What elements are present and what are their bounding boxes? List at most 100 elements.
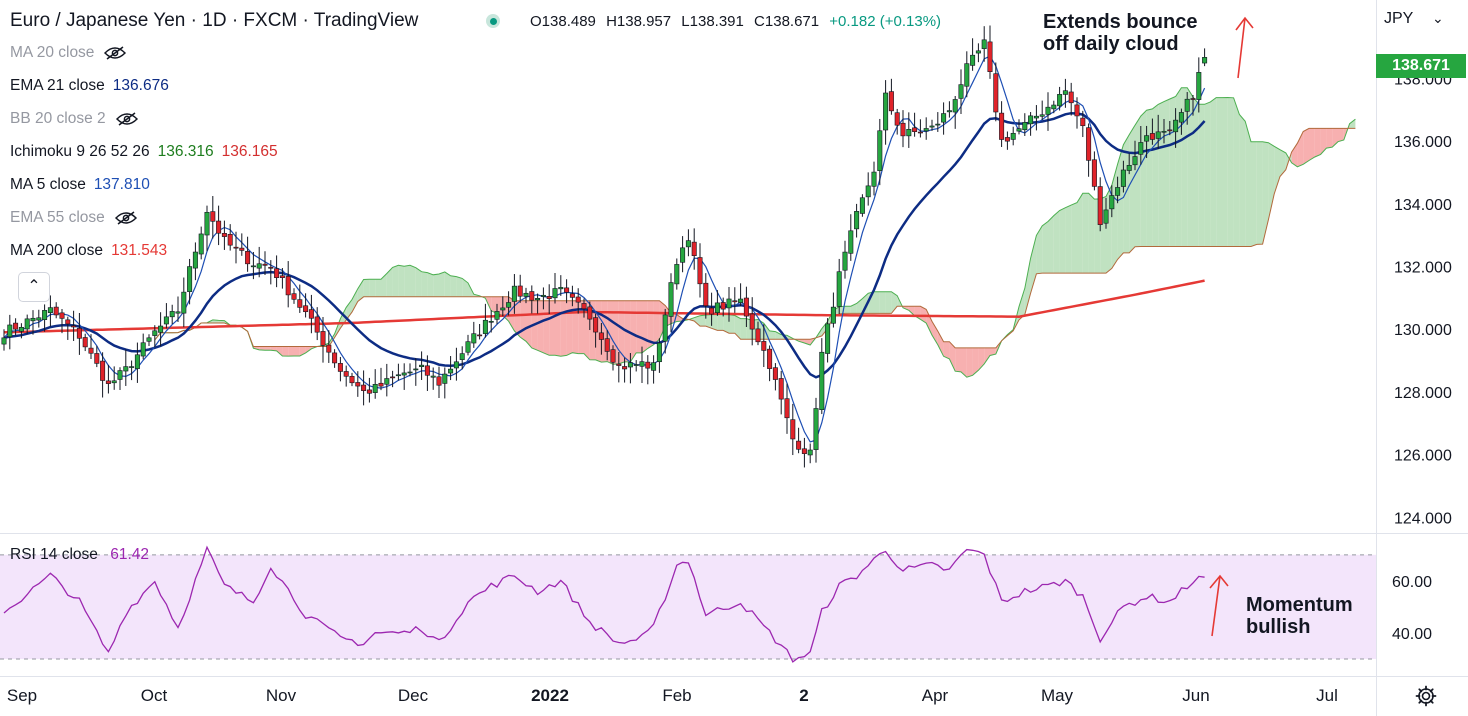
candle-body[interactable] <box>349 376 355 384</box>
candle-body[interactable] <box>59 312 65 319</box>
candle-body[interactable] <box>36 317 42 321</box>
candle-body[interactable] <box>204 211 210 236</box>
candle-body[interactable] <box>1109 195 1115 210</box>
candle-body[interactable] <box>198 233 204 255</box>
candle-body[interactable] <box>546 296 552 299</box>
candle-body[interactable] <box>279 275 285 278</box>
candle-body[interactable] <box>297 299 303 308</box>
candle-body[interactable] <box>430 375 436 378</box>
candle-body[interactable] <box>535 298 541 301</box>
candle-body[interactable] <box>772 367 778 380</box>
candle-body[interactable] <box>1167 129 1173 132</box>
candle-body[interactable] <box>239 247 245 251</box>
candle-body[interactable] <box>836 271 842 307</box>
candle-body[interactable] <box>65 319 71 325</box>
candle-body[interactable] <box>1068 91 1074 104</box>
candle-body[interactable] <box>123 366 129 372</box>
candle-body[interactable] <box>1010 132 1016 140</box>
candle-body[interactable] <box>30 317 36 322</box>
candle-body[interactable] <box>76 328 82 339</box>
candle-body[interactable] <box>958 84 964 99</box>
indicator-legend-item[interactable]: BB 20 close 2 <box>10 110 138 128</box>
candle-body[interactable] <box>529 291 535 301</box>
candle-body[interactable] <box>941 113 947 123</box>
candle-body[interactable] <box>169 311 175 318</box>
candle-body[interactable] <box>100 360 106 381</box>
candle-body[interactable] <box>1057 94 1063 107</box>
candle-body[interactable] <box>587 306 593 320</box>
candle-body[interactable] <box>453 361 459 369</box>
candle-body[interactable] <box>152 330 158 336</box>
candle-body[interactable] <box>1144 135 1150 142</box>
candle-body[interactable] <box>726 298 732 309</box>
candle-body[interactable] <box>1202 57 1208 64</box>
candle-body[interactable] <box>552 288 558 299</box>
candle-body[interactable] <box>651 362 657 371</box>
candle-body[interactable] <box>564 287 570 293</box>
candle-body[interactable] <box>459 353 465 360</box>
candle-body[interactable] <box>1080 117 1086 127</box>
candle-body[interactable] <box>1051 104 1057 110</box>
candle-body[interactable] <box>842 251 848 271</box>
indicator-legend-item[interactable]: MA 200 close 131.543 <box>10 242 167 260</box>
candle-body[interactable] <box>24 318 30 330</box>
candle-body[interactable] <box>854 211 860 230</box>
candle-body[interactable] <box>13 322 19 330</box>
indicator-legend-item[interactable]: EMA 21 close 136.676 <box>10 77 169 95</box>
candle-body[interactable] <box>569 293 575 298</box>
candle-body[interactable] <box>1033 115 1039 119</box>
candle-body[interactable] <box>633 364 639 366</box>
indicator-legend-item[interactable]: MA 20 close <box>10 44 127 62</box>
candle-body[interactable] <box>111 380 117 384</box>
candle-body[interactable] <box>859 197 865 214</box>
candle-body[interactable] <box>1149 133 1155 140</box>
candle-body[interactable] <box>709 307 715 315</box>
candle-body[interactable] <box>1039 114 1045 117</box>
candle-body[interactable] <box>720 302 726 310</box>
candle-body[interactable] <box>662 314 668 342</box>
candle-body[interactable] <box>1155 131 1161 139</box>
candle-body[interactable] <box>877 130 883 171</box>
candle-body[interactable] <box>256 263 262 269</box>
candle-body[interactable] <box>749 313 755 330</box>
candle-body[interactable] <box>1190 98 1196 100</box>
candle-body[interactable] <box>337 363 343 372</box>
candle-body[interactable] <box>865 185 871 198</box>
candle-body[interactable] <box>680 247 686 263</box>
candle-body[interactable] <box>18 326 24 332</box>
chevron-down-icon[interactable]: ⌄ <box>1432 10 1444 26</box>
candle-body[interactable] <box>436 376 442 386</box>
candle-body[interactable] <box>1097 186 1103 225</box>
candle-body[interactable] <box>900 122 906 137</box>
candle-body[interactable] <box>494 311 500 320</box>
candle-body[interactable] <box>1086 127 1092 161</box>
indicator-legend-item[interactable]: EMA 55 close <box>10 209 137 227</box>
candle-body[interactable] <box>593 317 599 333</box>
candle-body[interactable] <box>1178 112 1184 123</box>
candle-body[interactable] <box>778 378 784 400</box>
candle-body[interactable] <box>401 372 407 376</box>
candle-body[interactable] <box>1062 90 1068 95</box>
candle-body[interactable] <box>801 448 807 454</box>
candle-body[interactable] <box>424 365 430 376</box>
candle-body[interactable] <box>1184 98 1190 112</box>
candle-body[interactable] <box>691 241 697 256</box>
candle-body[interactable] <box>233 246 239 249</box>
indicator-legend-item[interactable]: Ichimoku 9 26 52 26 136.316 136.165 <box>10 143 278 161</box>
candle-body[interactable] <box>407 371 413 374</box>
candle-body[interactable] <box>767 348 773 369</box>
candle-body[interactable] <box>105 380 111 384</box>
candle-body[interactable] <box>1 337 7 345</box>
candle-body[interactable] <box>361 384 367 391</box>
candle-body[interactable] <box>888 91 894 112</box>
candle-body[interactable] <box>158 325 164 333</box>
indicator-legend-item[interactable]: MA 5 close 137.810 <box>10 176 150 194</box>
candle-body[interactable] <box>274 268 280 279</box>
candle-body[interactable] <box>912 127 918 132</box>
candle-body[interactable] <box>813 408 819 450</box>
candle-body[interactable] <box>1016 128 1022 132</box>
candle-body[interactable] <box>384 378 390 385</box>
candle-body[interactable] <box>332 352 338 364</box>
candle-body[interactable] <box>755 328 761 343</box>
candle-body[interactable] <box>784 398 790 419</box>
